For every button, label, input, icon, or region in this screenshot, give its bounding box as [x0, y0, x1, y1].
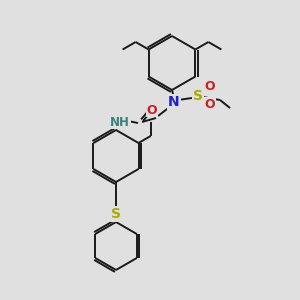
Text: S: S: [193, 89, 203, 103]
Text: O: O: [147, 103, 157, 116]
Text: O: O: [205, 80, 215, 92]
Text: NH: NH: [110, 116, 130, 128]
Text: O: O: [205, 98, 215, 110]
Text: S: S: [111, 207, 121, 221]
Text: N: N: [168, 95, 180, 109]
